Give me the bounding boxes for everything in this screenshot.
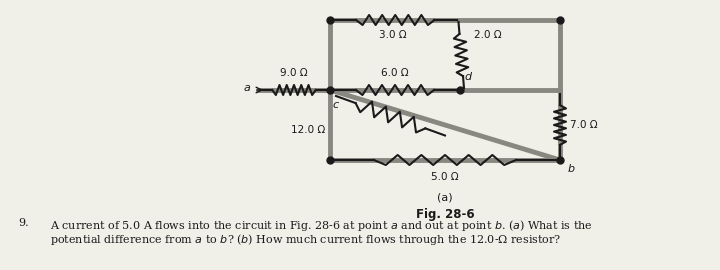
Text: c: c xyxy=(332,100,338,110)
Text: 3.0 Ω: 3.0 Ω xyxy=(379,30,407,40)
Text: 6.0 Ω: 6.0 Ω xyxy=(381,68,409,78)
Text: Fig. 28-6: Fig. 28-6 xyxy=(415,208,474,221)
Text: (a): (a) xyxy=(437,192,453,202)
Text: 12.0 Ω: 12.0 Ω xyxy=(291,125,325,135)
Text: 7.0 Ω: 7.0 Ω xyxy=(570,120,598,130)
Text: d: d xyxy=(464,72,471,82)
Text: 9.0 Ω: 9.0 Ω xyxy=(280,68,308,78)
Text: 9.: 9. xyxy=(18,218,29,228)
Text: 5.0 Ω: 5.0 Ω xyxy=(431,172,459,182)
Text: potential difference from $a$ to $b$? ($b$) How much current flows through the 1: potential difference from $a$ to $b$? ($… xyxy=(50,232,562,247)
Text: a: a xyxy=(243,83,250,93)
Text: 2.0 Ω: 2.0 Ω xyxy=(474,30,502,40)
Text: b: b xyxy=(568,164,575,174)
Text: A current of 5.0 A flows into the circuit in Fig. 28-6 at point $a$ and out at p: A current of 5.0 A flows into the circui… xyxy=(50,218,593,233)
